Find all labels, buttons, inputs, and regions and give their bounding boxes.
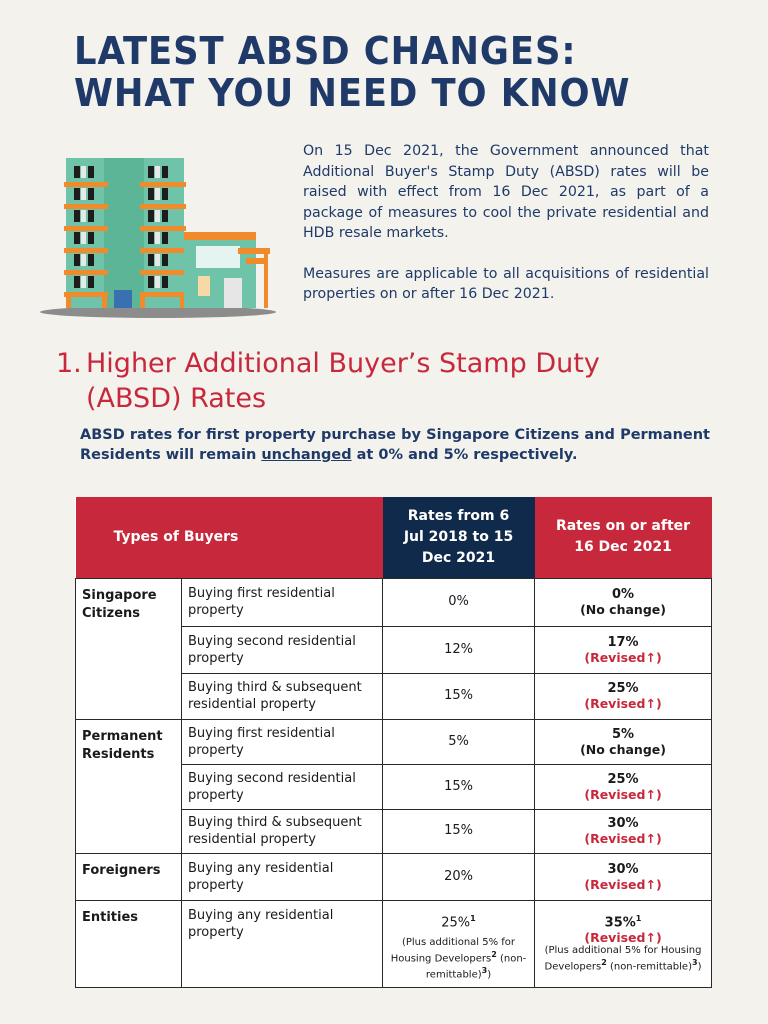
rate-status: (Revised↑)	[584, 831, 662, 846]
buyer-description: Buying first residential property	[180, 577, 384, 627]
footnote-1: 1	[635, 913, 642, 923]
housing-developer-note: (Plus additional 5% for Housing Develope…	[541, 945, 705, 973]
section-heading: 1. Higher Additional Buyer’s Stamp Duty (…	[56, 346, 746, 416]
old-rate: 25%	[441, 914, 471, 930]
buyer-description: Buying any residential property	[180, 899, 384, 988]
buyer-description: Buying third & subsequent residential pr…	[180, 808, 384, 854]
lead-paragraph: ABSD rates for first property purchase b…	[80, 425, 710, 465]
section-title-line-2: (ABSD) Rates	[86, 383, 267, 414]
new-rate-cell: 0% (No change)	[534, 577, 713, 627]
group-label: Singapore Citizens	[75, 577, 182, 720]
intro-paragraph-1: On 15 Dec 2021, the Government announced…	[303, 143, 709, 241]
title-line-2: WHAT YOU NEED TO KNOW	[74, 71, 631, 115]
buyer-description: Buying second residential property	[180, 625, 384, 674]
new-rate-cell: 25% (Revised↑)	[534, 763, 713, 810]
new-rate-cell: 30% (Revised↑)	[534, 808, 713, 854]
table-row: Buying second residential property 12% 1…	[76, 625, 713, 674]
footnote-2: 2	[601, 957, 607, 967]
new-rate: 0%	[611, 587, 635, 602]
housing-developer-note: (Plus additional 5% for Housing Develope…	[389, 937, 528, 982]
new-rate-cell: 25% (Revised↑)	[534, 672, 713, 720]
table-row: Buying second residential property 15% 2…	[76, 763, 713, 810]
page-title: LATEST ABSD CHANGES: WHAT YOU NEED TO KN…	[74, 30, 688, 114]
rate-status: (Revised↑)	[584, 696, 662, 711]
group-label: Entities	[75, 899, 182, 988]
old-rate: 5%	[382, 718, 536, 765]
new-rate: 30%	[607, 861, 639, 877]
old-rate-cell: 25%1 (Plus additional 5% for Housing Dev…	[382, 899, 536, 988]
table-row: Singapore Citizens Buying first resident…	[75, 577, 713, 720]
buyer-description: Buying any residential property	[180, 852, 384, 901]
rate-status: (Revised↑)	[584, 649, 662, 665]
note-text: (non-remittable)	[609, 961, 692, 973]
section-title-line-1: Higher Additional Buyer’s Stamp Duty	[86, 348, 600, 379]
new-rate: 35%	[604, 914, 636, 930]
old-rate: 15%	[382, 763, 536, 810]
rate-status: (No change)	[580, 602, 666, 617]
section-number: 1.	[56, 348, 82, 379]
lead-emphasis: unchanged	[261, 447, 352, 463]
old-rate: 15%	[382, 808, 536, 854]
footnote-1: 1	[470, 913, 476, 923]
lead-text-before: ABSD rates for first property purchase b…	[80, 427, 710, 463]
note-text: (non-remittable)	[425, 953, 527, 981]
old-rate: 0%	[382, 577, 536, 627]
table-row: Foreigners Buying any residential proper…	[75, 852, 713, 901]
footnote-2: 2	[491, 949, 497, 959]
header-old-rates: Rates from 6 Jul 2018 to 15 Dec 2021	[382, 497, 535, 578]
group-label: Foreigners	[75, 852, 182, 901]
table-row: Permanent Residents Buying first residen…	[75, 718, 713, 854]
header-new-rates: Rates on or after 16 Dec 2021	[534, 497, 712, 578]
footnote-3: 3	[481, 966, 488, 976]
note-text: (Plus additional 5% for Housing Develope…	[390, 936, 516, 965]
apartment-building-icon	[40, 158, 276, 318]
new-rate: 5%	[611, 726, 635, 742]
header-types-of-buyers: Types of Buyers	[75, 497, 383, 578]
table-row: Buying third & subsequent residential pr…	[76, 672, 713, 720]
note-text: (Plus additional 5% for Housing Develope…	[544, 944, 702, 973]
group-label: Permanent Residents	[75, 718, 182, 854]
new-rate-cell: 35%1 (Revised↑) (Plus additional 5% for …	[534, 899, 713, 988]
buyer-description: Buying second residential property	[180, 763, 384, 810]
new-rate-cell: 17% (Revised↑)	[534, 625, 713, 674]
new-rate: 25%	[607, 681, 639, 696]
old-rate: 20%	[382, 852, 536, 901]
rate-status: (Revised↑)	[584, 876, 662, 892]
note-text: )	[697, 961, 702, 973]
old-rate: 12%	[382, 625, 536, 674]
new-rate: 25%	[607, 771, 639, 787]
rate-status: (Revised↑)	[584, 786, 662, 802]
note-text: )	[487, 969, 492, 981]
buyer-description: Buying third & subsequent residential pr…	[180, 672, 384, 720]
rate-status: (No change)	[580, 741, 666, 757]
title-line-1: LATEST ABSD CHANGES:	[74, 29, 577, 73]
rate-status: (Revised↑)	[584, 929, 662, 945]
table-header-row: Types of Buyers Rates from 6 Jul 2018 to…	[75, 497, 712, 578]
intro-text: On 15 Dec 2021, the Government announced…	[303, 141, 709, 325]
absd-rates-table: Types of Buyers Rates from 6 Jul 2018 to…	[75, 497, 713, 988]
table-row: Entities Buying any residential property…	[75, 899, 713, 988]
new-rate-cell: 30% (Revised↑)	[534, 852, 713, 901]
footnote-3: 3	[691, 957, 698, 967]
old-rate: 15%	[382, 672, 536, 720]
buyer-description: Buying first residential property	[180, 718, 384, 765]
intro-paragraph-2: Measures are applicable to all acquisiti…	[303, 265, 709, 303]
new-rate: 17%	[607, 634, 639, 650]
new-rate-cell: 5% (No change)	[534, 718, 713, 765]
table-row: Buying third & subsequent residential pr…	[76, 808, 713, 854]
new-rate: 30%	[607, 816, 639, 831]
lead-text-after: at 0% and 5% respectively.	[351, 447, 578, 463]
